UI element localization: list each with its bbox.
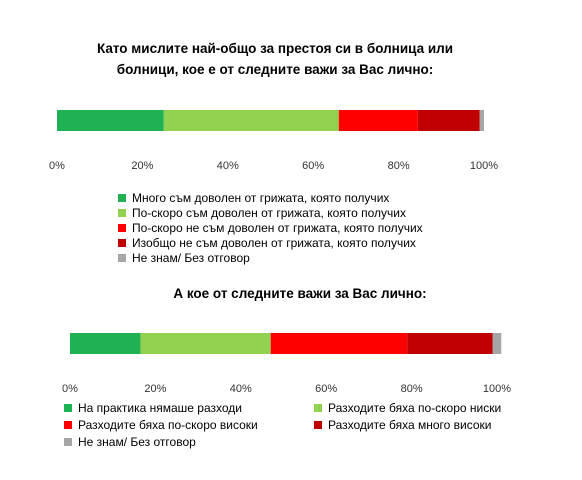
legend-swatch — [64, 404, 72, 412]
chart2-title-line-1: А кое от следните важи за Вас лично: — [173, 286, 427, 301]
chart1-legend-item-1: Много съм доволен от грижата, която полу… — [118, 190, 423, 205]
legend-swatch — [118, 208, 126, 217]
legend-label: На практика нямаше разходи — [78, 401, 243, 415]
chart2-tick-label: 20% — [144, 383, 167, 395]
legend-swatch — [314, 404, 322, 412]
chart1-tick-label: 40% — [216, 160, 239, 172]
legend-swatch — [314, 421, 322, 429]
chart1-tick-label: 80% — [387, 160, 410, 172]
chart1-legend-item-4: Изобщо не съм доволен от грижата, която … — [118, 235, 423, 250]
chart1-bar-segment-1 — [57, 110, 164, 131]
chart1-tick-label: 0% — [49, 160, 65, 172]
chart2-legend-item-5: Не знам/ Без отговор — [64, 435, 196, 449]
chart2-tick-label: 80% — [400, 383, 423, 395]
legend-swatch — [118, 238, 126, 247]
chart2-legend-item-4: Разходите бяха много високи — [314, 418, 492, 432]
chart1-bar-segment-2 — [163, 110, 339, 131]
legend-swatch — [64, 421, 72, 429]
chart2-bar-segment-4 — [407, 333, 493, 354]
legend-swatch — [118, 193, 126, 202]
chart1-title: Като мислите най-общо за престоя си в бо… — [60, 38, 490, 80]
chart1-legend-item-5: Не знам/ Без отговор — [118, 250, 423, 265]
chart1-legend-item-3: По-скоро не съм доволен от грижата, коят… — [118, 220, 423, 235]
legend-label: Много съм доволен от грижата, която полу… — [132, 190, 390, 205]
chart1-title-line-1: Като мислите най-общо за престоя си в бо… — [96, 41, 454, 56]
legend-label: Изобщо не съм доволен от грижата, която … — [132, 235, 416, 250]
chart2-bar-segment-5 — [492, 333, 502, 354]
legend-label: Не знам/ Без отговор — [132, 250, 250, 265]
chart2-bar-segment-2 — [140, 333, 271, 354]
chart1-tick-label: 60% — [302, 160, 325, 172]
chart2-legend-item-2: Разходите бяха по-скоро ниски — [314, 401, 501, 415]
chart2-legend-item-1: На практика нямаше разходи — [64, 401, 242, 415]
chart1-title-line-2: болници, кое е от следните важи за Вас л… — [116, 62, 434, 77]
chart2-bar-segment-1 — [70, 333, 141, 354]
legend-swatch — [64, 438, 72, 446]
chart1-bar-segment-5 — [479, 110, 484, 131]
chart1-bar-segment-4 — [417, 110, 480, 131]
legend-swatch — [118, 253, 126, 262]
chart2-bar-segment-3 — [270, 333, 408, 354]
chart1-legend: Много съм доволен от грижата, която полу… — [118, 190, 423, 265]
legend-label: Разходите бяха много високи — [328, 418, 492, 432]
chart1-tick-label: 20% — [131, 160, 154, 172]
chart1-bar-segment-3 — [338, 110, 418, 131]
legend-label: По-скоро не съм доволен от грижата, коят… — [132, 220, 423, 235]
legend-label: По-скоро съм доволен от грижата, която п… — [132, 205, 407, 220]
legend-swatch — [118, 223, 126, 232]
legend-label: Разходите бяха по-скоро високи — [78, 418, 258, 432]
legend-label: Разходите бяха по-скоро ниски — [328, 401, 502, 415]
chart2-tick-label: 0% — [62, 383, 78, 395]
chart2-title: А кое от следните важи за Вас лично: — [100, 283, 500, 304]
chart2-legend-item-3: Разходите бяха по-скоро високи — [64, 418, 258, 432]
chart2-tick-label: 100% — [482, 383, 512, 395]
chart1-legend-item-2: По-скоро съм доволен от грижата, която п… — [118, 205, 423, 220]
chart1-tick-label: 100% — [469, 160, 499, 172]
chart2-tick-label: 60% — [315, 383, 338, 395]
chart2-tick-label: 40% — [229, 383, 252, 395]
legend-label: Не знам/ Без отговор — [78, 435, 196, 449]
